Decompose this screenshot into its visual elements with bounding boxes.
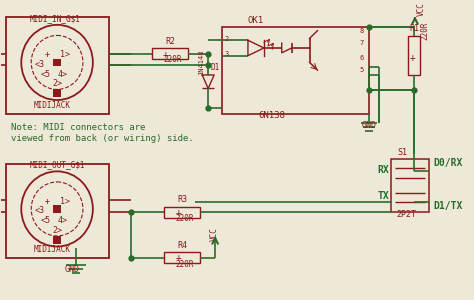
Text: MIDI_OUT_G$1: MIDI_OUT_G$1 <box>29 160 85 169</box>
Text: 4>: 4> <box>58 70 68 79</box>
Bar <box>153 48 188 58</box>
Bar <box>222 27 369 113</box>
Text: <5: <5 <box>40 216 50 225</box>
Text: viewed from back (or wiring) side.: viewed from back (or wiring) side. <box>11 134 194 142</box>
Text: S1: S1 <box>397 148 407 157</box>
Text: R1: R1 <box>409 24 419 33</box>
Text: MIDI_IN_G$1: MIDI_IN_G$1 <box>29 14 80 23</box>
Text: MIDIJACK: MIDIJACK <box>33 245 70 254</box>
Text: +: + <box>410 52 416 63</box>
Text: +: + <box>175 208 181 218</box>
Text: R2: R2 <box>165 37 175 46</box>
Text: MIDIJACK: MIDIJACK <box>33 101 70 110</box>
Text: VCC: VCC <box>210 227 219 241</box>
Bar <box>6 164 109 258</box>
Text: +  1>: + 1> <box>45 197 70 206</box>
Text: +  1>: + 1> <box>45 50 70 59</box>
Text: D1/TX: D1/TX <box>434 201 463 211</box>
Text: 220R: 220R <box>164 56 182 64</box>
Bar <box>53 58 61 66</box>
Text: D0/RX: D0/RX <box>434 158 463 168</box>
Text: 220R: 220R <box>421 22 430 40</box>
Text: 2P2T: 2P2T <box>396 210 416 219</box>
Bar <box>53 89 61 97</box>
Text: GND: GND <box>65 265 80 274</box>
Text: R3: R3 <box>177 195 187 204</box>
Text: 5: 5 <box>359 67 364 73</box>
Text: 4>: 4> <box>58 216 68 225</box>
Text: 220R: 220R <box>175 260 194 269</box>
Text: 2>: 2> <box>52 226 62 235</box>
Text: R4: R4 <box>177 242 187 250</box>
Bar <box>53 205 61 213</box>
Text: OK1: OK1 <box>248 16 264 25</box>
Text: 6: 6 <box>359 55 364 61</box>
Bar <box>164 207 200 217</box>
Text: 3: 3 <box>224 51 228 57</box>
Bar <box>6 17 109 113</box>
Text: +: + <box>163 50 168 60</box>
Text: VCC: VCC <box>417 2 426 16</box>
Text: 220R: 220R <box>175 214 194 224</box>
Bar <box>408 36 420 75</box>
Text: 1N4148: 1N4148 <box>198 50 204 75</box>
Text: 6N138: 6N138 <box>258 111 285 120</box>
Bar <box>164 252 200 263</box>
Text: +: + <box>175 253 181 263</box>
Text: Note: MIDI connectors are: Note: MIDI connectors are <box>11 123 146 132</box>
Text: <3: <3 <box>34 60 44 69</box>
Text: 2: 2 <box>224 36 228 42</box>
Bar <box>391 159 429 212</box>
Text: 7: 7 <box>359 40 364 46</box>
Text: RX: RX <box>377 165 389 175</box>
Text: <3: <3 <box>34 206 44 215</box>
Text: 2>: 2> <box>52 79 62 88</box>
Text: 8: 8 <box>359 28 364 34</box>
Text: TX: TX <box>377 191 389 201</box>
Bar <box>53 236 61 244</box>
Text: GND: GND <box>361 121 376 130</box>
Text: <5: <5 <box>40 70 50 79</box>
Text: D1: D1 <box>210 63 219 72</box>
